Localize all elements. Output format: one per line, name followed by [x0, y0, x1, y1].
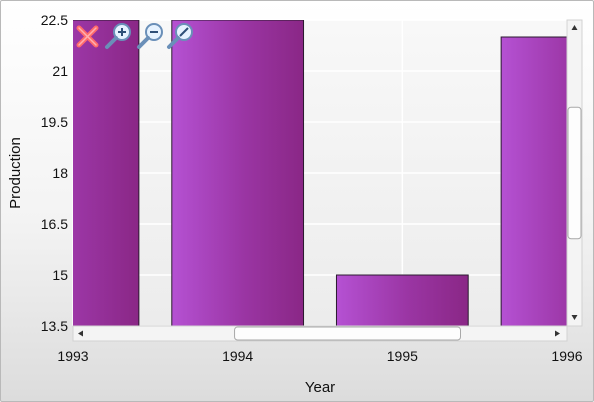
bar-1994[interactable]: [171, 20, 305, 326]
x-tick-label: 1996: [551, 348, 582, 364]
y-axis-ticks: 22.5 21 19.5 18 16.5 15 13.5: [41, 12, 68, 334]
y-tick-label: 15: [52, 267, 68, 283]
zoom-reset-icon[interactable]: [167, 23, 193, 49]
bar-1996[interactable]: [500, 36, 594, 326]
y-tick-label: 22.5: [41, 12, 68, 28]
scroll-right-arrow[interactable]: [555, 330, 560, 337]
close-icon[interactable]: [76, 25, 99, 48]
y-tick-label: 13.5: [41, 318, 68, 334]
y-tick-label: 21: [52, 63, 68, 79]
y-tick-label: 19.5: [41, 114, 68, 130]
y-tick-label: 16.5: [41, 216, 68, 232]
zoom-out-icon[interactable]: [137, 23, 163, 49]
y-tick-label: 18: [52, 165, 68, 181]
bars: [7, 20, 594, 326]
horizontal-scroll-thumb[interactable]: [234, 326, 461, 341]
x-axis-ticks: 1993 1994 1995 1996: [57, 348, 582, 364]
zoom-in-icon[interactable]: [105, 23, 131, 49]
scroll-up-arrow[interactable]: [571, 25, 578, 30]
zoom-toolbar: [76, 23, 193, 49]
x-tick-label: 1994: [222, 348, 253, 364]
scroll-left-arrow[interactable]: [78, 330, 83, 337]
vertical-scrollbar[interactable]: [566, 19, 583, 327]
vertical-scroll-thumb[interactable]: [567, 106, 582, 240]
y-axis-title: Production: [7, 137, 24, 209]
x-tick-label: 1993: [57, 348, 88, 364]
bar-1995[interactable]: [335, 274, 469, 326]
horizontal-scrollbar[interactable]: [72, 325, 568, 342]
x-tick-label: 1995: [387, 348, 418, 364]
bar-1993[interactable]: [7, 20, 140, 326]
scroll-down-arrow[interactable]: [571, 315, 578, 320]
x-axis-title: Year: [305, 379, 335, 396]
